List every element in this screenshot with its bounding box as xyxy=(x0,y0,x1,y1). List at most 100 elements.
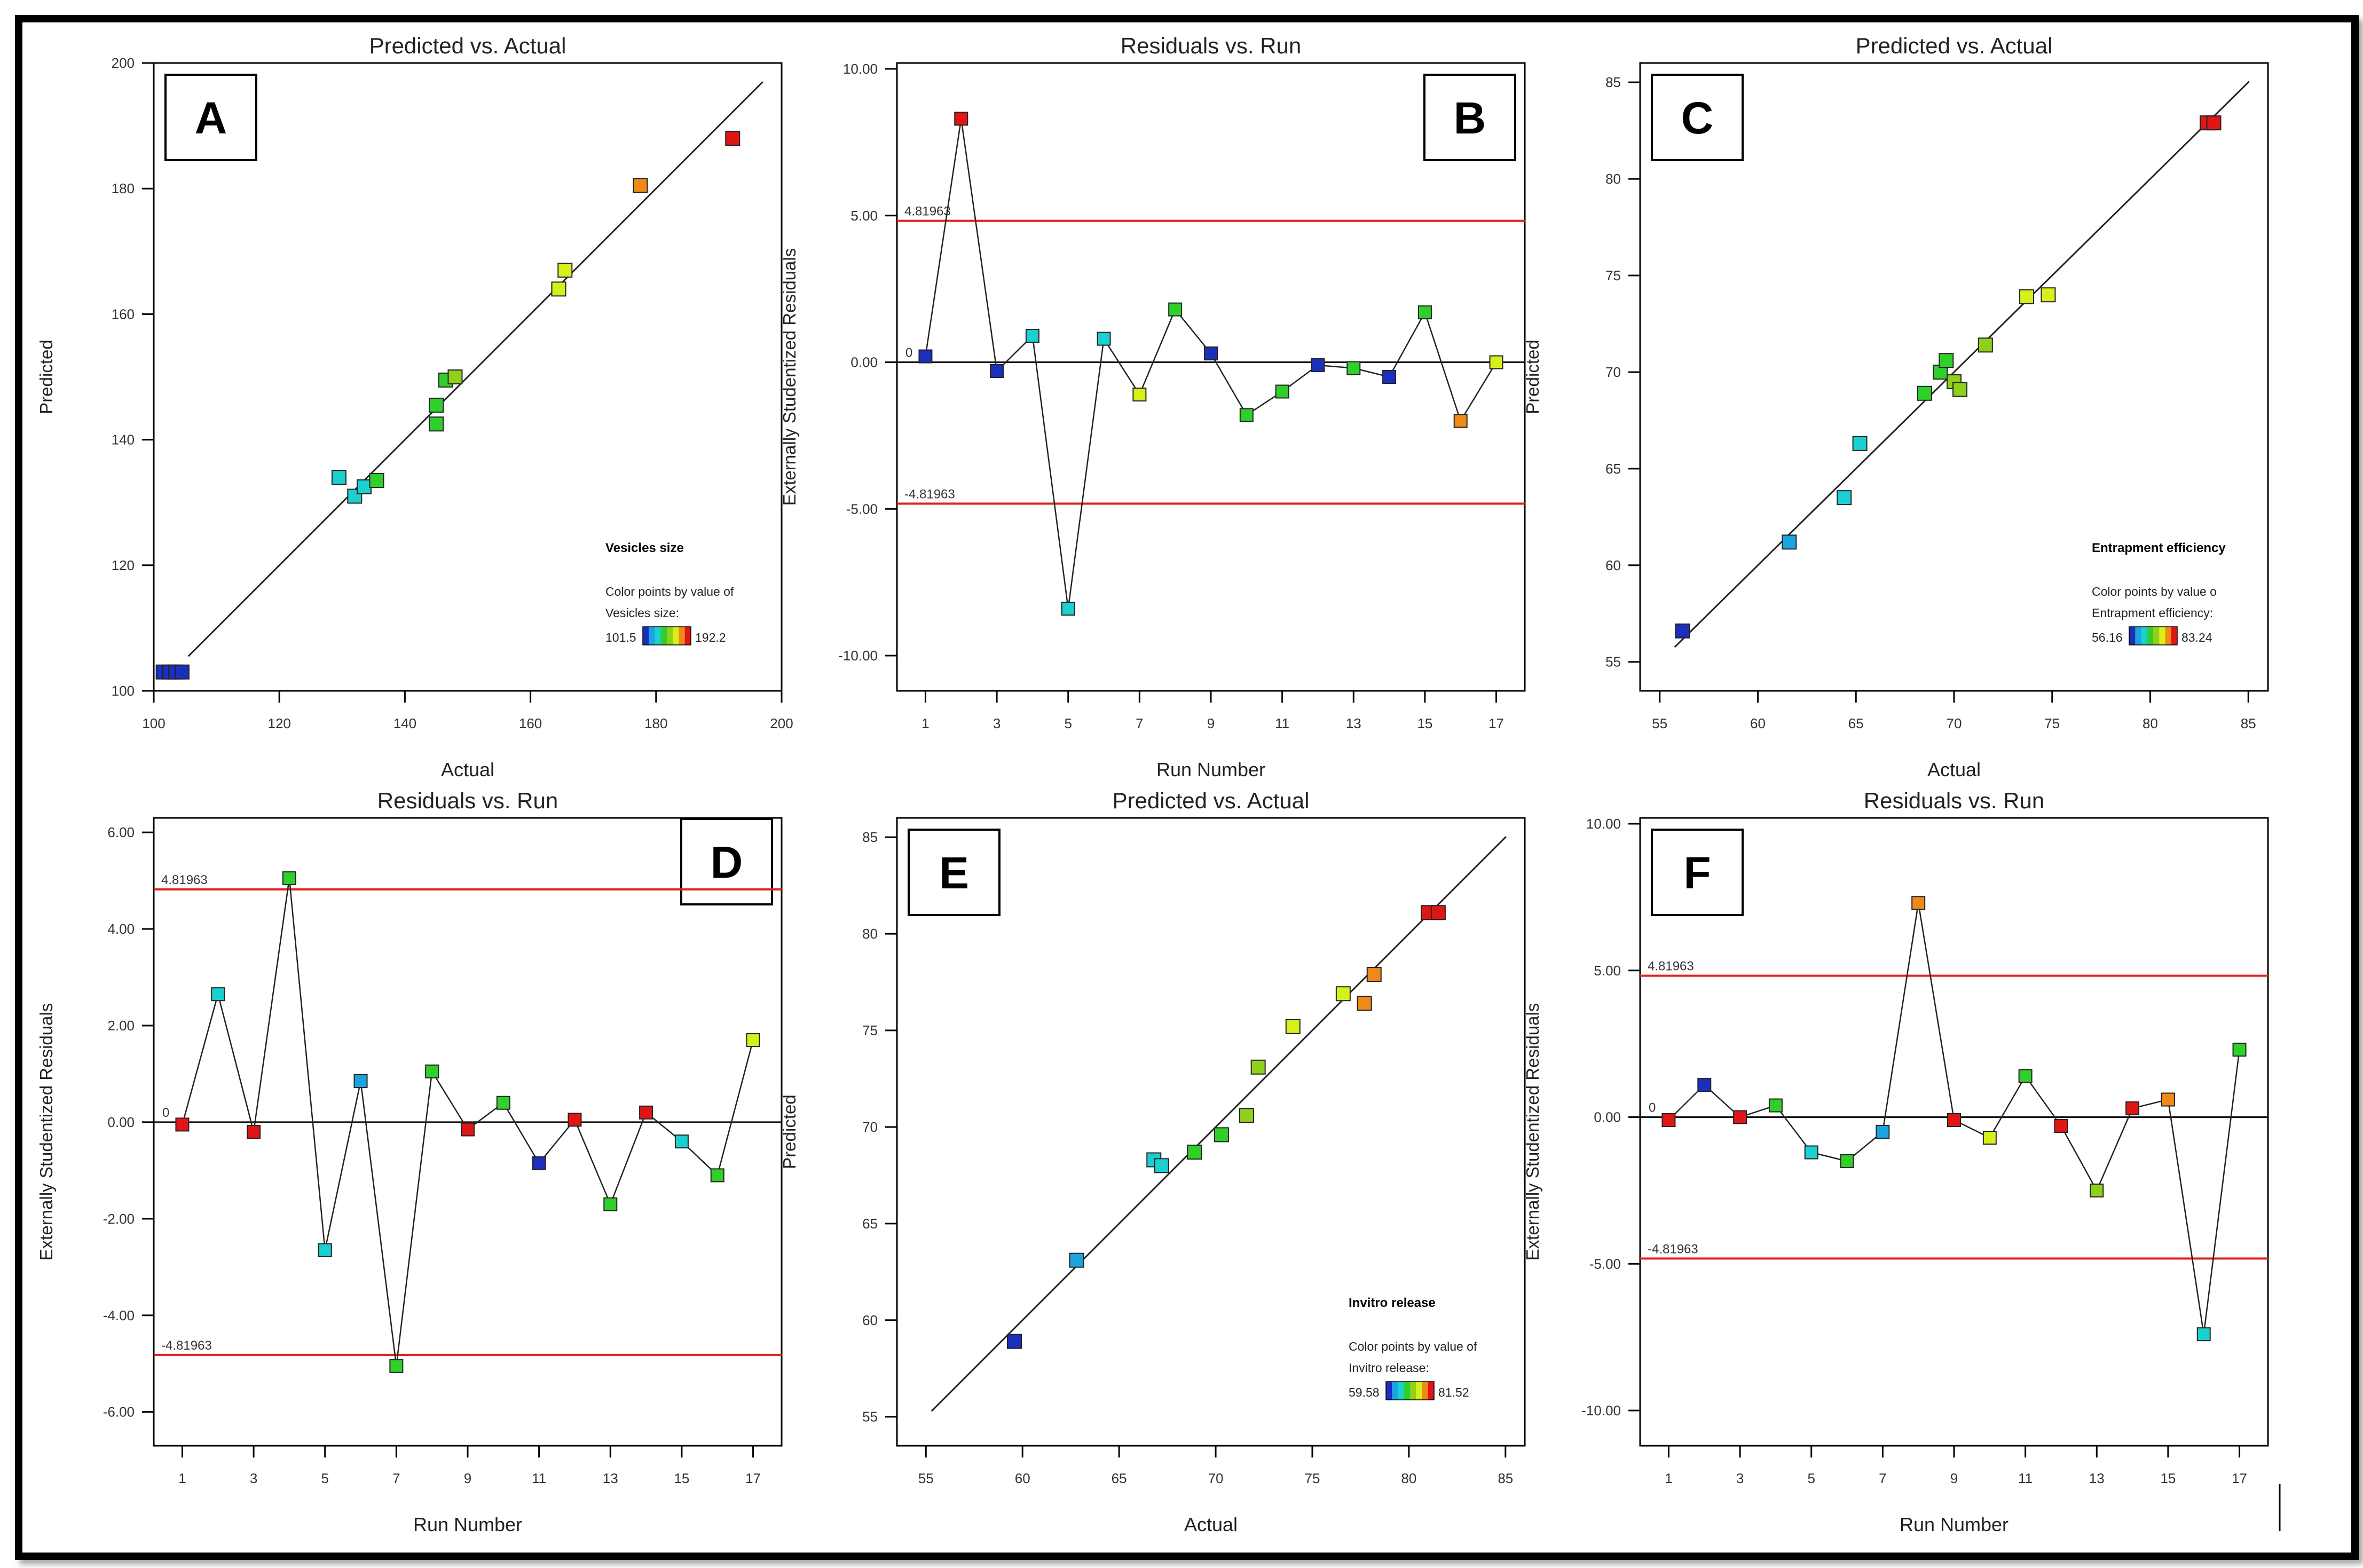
data-point xyxy=(1837,490,1852,506)
x-tick-label: 1 xyxy=(921,715,929,731)
data-point xyxy=(551,281,566,297)
colorbar-segment xyxy=(2147,627,2154,645)
y-axis-label: Externally Studentized Residuals xyxy=(779,248,799,506)
data-point xyxy=(2041,287,2056,303)
data-point xyxy=(1939,353,1954,368)
data-point xyxy=(447,369,463,384)
y-tick-label: 4.00 xyxy=(107,921,135,937)
x-tick-label: 3 xyxy=(1736,1470,1744,1486)
x-tick-label: 3 xyxy=(250,1470,257,1486)
colorbar-segment xyxy=(2141,627,2148,645)
limit-line-label: -4.81963 xyxy=(161,1338,212,1353)
data-point xyxy=(1382,370,1397,384)
panel-letter-box xyxy=(164,74,257,161)
colorbar-max-label: 83.24 xyxy=(2181,631,2212,644)
data-point xyxy=(1697,1078,1712,1092)
y-axis-label: Predicted xyxy=(36,340,56,414)
x-tick-label: 65 xyxy=(1848,715,1864,731)
y-tick-label: 60 xyxy=(1605,557,1621,573)
data-point xyxy=(1357,996,1372,1011)
data-point xyxy=(1239,408,1254,422)
data-point xyxy=(2206,115,2222,131)
colorbar-min-label: 56.16 xyxy=(2092,631,2123,644)
data-point xyxy=(532,1156,546,1170)
y-tick-label: 70 xyxy=(1605,364,1621,380)
data-point xyxy=(1168,302,1183,317)
x-tick-label: 13 xyxy=(603,1470,618,1486)
data-point xyxy=(1661,1113,1676,1128)
data-point xyxy=(1417,305,1432,320)
panel-f: Residuals vs. Run Run Number Externally St… xyxy=(1523,788,2269,1535)
x-tick-label: 9 xyxy=(1207,715,1215,731)
zero-line-label: 0 xyxy=(1649,1101,1656,1115)
chart-title: Predicted vs. Actual xyxy=(1113,788,1310,813)
y-axis-label: Externally Studentized Residuals xyxy=(36,1003,56,1260)
y-axis-label: Predicted xyxy=(1523,340,1542,414)
data-point xyxy=(356,479,372,494)
data-point xyxy=(918,349,933,364)
x-tick-label: 5 xyxy=(321,1470,328,1486)
x-tick-label: 160 xyxy=(519,715,542,731)
y-tick-label: 80 xyxy=(1605,171,1621,187)
panel-a: Predicted vs. Actual Actual Predicted 100 12… xyxy=(36,33,793,781)
colorbar-title: Invitro release xyxy=(1349,1296,1436,1310)
data-point xyxy=(175,1117,190,1132)
colorbar-title: Entrapment efficiency xyxy=(2092,541,2226,555)
data-point xyxy=(1250,1059,1266,1075)
y-tick-label: 0.00 xyxy=(107,1114,135,1130)
x-tick-label: 140 xyxy=(393,715,416,731)
data-point xyxy=(174,664,190,680)
colorbar-segment xyxy=(660,627,667,645)
data-point xyxy=(369,473,384,488)
colorbar-segment xyxy=(1416,1382,1422,1400)
colorbar-caption: Color points by value of xyxy=(605,585,734,598)
data-point xyxy=(2125,1101,2140,1116)
data-point xyxy=(1982,1130,1997,1145)
colorbar-segment xyxy=(2129,627,2136,645)
limit-line-label: 4.81963 xyxy=(904,204,951,219)
x-tick-label: 11 xyxy=(2018,1470,2033,1486)
x-axis-label: Run Number xyxy=(1156,759,1265,781)
colorbar-min-label: 59.58 xyxy=(1349,1385,1380,1399)
data-point xyxy=(1132,387,1147,401)
limit-line-label: 4.81963 xyxy=(1648,959,1694,974)
zero-line-label: 0 xyxy=(905,346,912,360)
data-point xyxy=(1335,986,1351,1002)
colorbar-max-label: 81.52 xyxy=(1438,1385,1469,1399)
x-tick-label: 180 xyxy=(644,715,667,731)
colorbar-segment xyxy=(2159,627,2165,645)
data-point xyxy=(1214,1127,1229,1142)
data-point xyxy=(1069,1252,1084,1268)
y-tick-label: 60 xyxy=(862,1312,878,1328)
zero-line-label: 0 xyxy=(162,1106,169,1120)
x-tick-label: 11 xyxy=(532,1470,546,1486)
colorbar-title: Vesicles size xyxy=(605,541,684,555)
y-tick-label: 55 xyxy=(1605,654,1621,670)
data-point xyxy=(1275,384,1289,399)
data-point xyxy=(2018,1069,2033,1083)
x-tick-label: 17 xyxy=(2232,1470,2247,1486)
x-axis-label: Actual xyxy=(1927,759,1981,781)
x-axis-label: Run Number xyxy=(1900,1514,2008,1535)
data-point xyxy=(1430,905,1446,920)
data-point xyxy=(1285,1019,1301,1034)
colorbar-segment xyxy=(1392,1382,1398,1400)
y-tick-label: 5.00 xyxy=(1594,963,1621,979)
data-point xyxy=(389,1359,404,1373)
x-tick-label: 60 xyxy=(1015,1470,1030,1486)
panel-d: Residuals vs. Run Run Number Externally St… xyxy=(36,788,783,1535)
colorbar-segment xyxy=(2165,627,2172,645)
colorbar-caption-variable: Vesicles size: xyxy=(605,606,679,620)
limit-line-label: 4.81963 xyxy=(161,873,208,887)
x-tick-label: 7 xyxy=(1136,715,1143,731)
data-point xyxy=(1978,337,1993,353)
colorbar-caption: Color points by value of xyxy=(1349,1340,1477,1353)
x-tick-label: 13 xyxy=(1346,715,1361,731)
y-tick-label: -4.00 xyxy=(103,1307,135,1323)
colorbar-min-label: 101.5 xyxy=(605,631,636,644)
y-tick-label: 55 xyxy=(862,1409,878,1425)
x-axis-label: Actual xyxy=(441,759,494,781)
y-axis-label: Predicted xyxy=(779,1094,799,1169)
y-tick-label: 180 xyxy=(112,180,135,196)
